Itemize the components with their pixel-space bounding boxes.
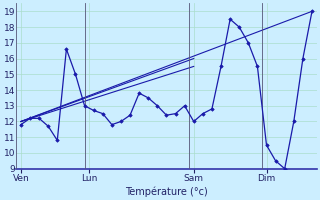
X-axis label: Température (°c): Température (°c) (125, 186, 208, 197)
